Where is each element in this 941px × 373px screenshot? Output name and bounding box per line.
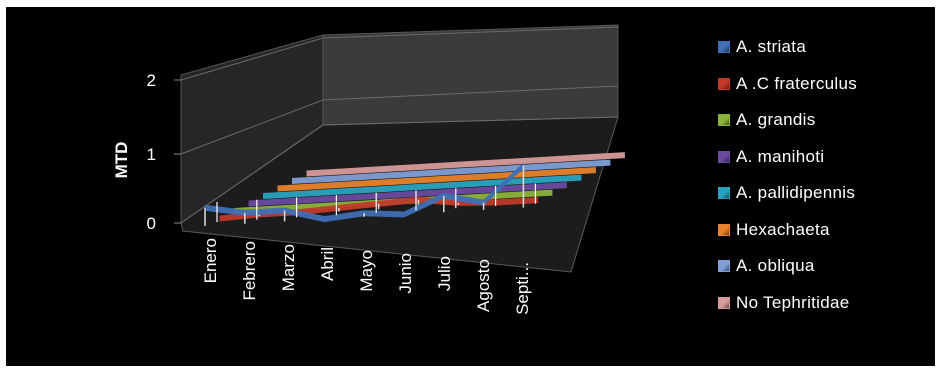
gridline: [180, 26, 619, 81]
x-tick-label: Marzo: [279, 244, 298, 291]
legend-label: A. obliqua: [736, 256, 815, 275]
legend-swatch: [718, 223, 730, 236]
series-a-striata: [204, 162, 525, 226]
legend-label: A. striata: [736, 37, 807, 56]
legend-swatch: [718, 187, 730, 199]
legend-item: A. striata: [718, 37, 806, 57]
series-layer: [204, 152, 625, 226]
series-ribbon: [205, 162, 524, 223]
legend-item: A. pallidipennis: [718, 183, 855, 203]
gridlines: [180, 26, 619, 224]
gridline: [180, 116, 619, 224]
legend-item: A. obliqua: [718, 256, 815, 276]
legend-item: Hexachaeta: [718, 220, 830, 240]
x-tick-label: Agosto: [474, 259, 493, 312]
x-tick-label: Febrero: [240, 241, 259, 301]
legend-swatch: [718, 77, 730, 90]
legend-item: A .C fraterculus: [718, 74, 857, 94]
series-ribbon: [248, 182, 567, 207]
y-axis-ticks: 0 1 2: [147, 71, 181, 233]
legend-swatch: [718, 41, 730, 53]
legend-item: No Tephritidae: [718, 293, 850, 313]
series-a-pallidipennis: [263, 174, 582, 199]
x-tick-label: Abril: [318, 247, 337, 281]
y-axis-title: MTD: [112, 142, 131, 179]
x-tick-label: Enero: [201, 238, 220, 283]
gridline: [180, 85, 619, 155]
legend-item: A. manihoti: [718, 147, 824, 167]
y-tick-label: 2: [147, 71, 156, 90]
y-tick-label: 0: [147, 214, 156, 233]
x-tick-label: Mayo: [357, 250, 376, 292]
y-tick-label: 1: [147, 145, 156, 164]
chart-frame: 0 1 2 Enero Febrero Marzo Abril Mayo Junio Julio…: [6, 7, 935, 366]
series-a-manihoti: [248, 182, 567, 207]
legend-label: A. pallidipennis: [736, 183, 856, 202]
legend-swatch: [718, 114, 730, 126]
legend-label: Hexachaeta: [736, 219, 830, 239]
back-wall: [322, 24, 619, 126]
legend-label: A. grandis: [736, 110, 816, 129]
legend-swatch: [718, 150, 730, 163]
series-no-tephritidae: [306, 152, 625, 177]
legend-label: A .C fraterculus: [736, 73, 858, 93]
series-a-obliqua: [292, 159, 611, 184]
legend-swatch: [718, 296, 730, 309]
series-ribbon: [263, 174, 582, 199]
chart-plot: 0 1 2 Enero Febrero Marzo Abril Mayo Junio Julio…: [112, 24, 625, 315]
legend-swatch: [718, 260, 730, 272]
x-axis-ticks: Enero Febrero Marzo Abril Mayo Junio Julio Agos…: [201, 238, 532, 315]
series-ribbon: [292, 159, 611, 184]
legend-item: A. grandis: [718, 110, 816, 130]
legend-label: A. manihoti: [736, 146, 825, 166]
x-tick-label: Junio: [396, 253, 415, 294]
legend-label: No Tephritidae: [736, 292, 850, 312]
chart-walls: [180, 24, 619, 224]
x-tick-label: Septi...: [513, 262, 532, 315]
series-ribbon: [306, 152, 625, 177]
x-tick-label: Julio: [435, 256, 454, 291]
